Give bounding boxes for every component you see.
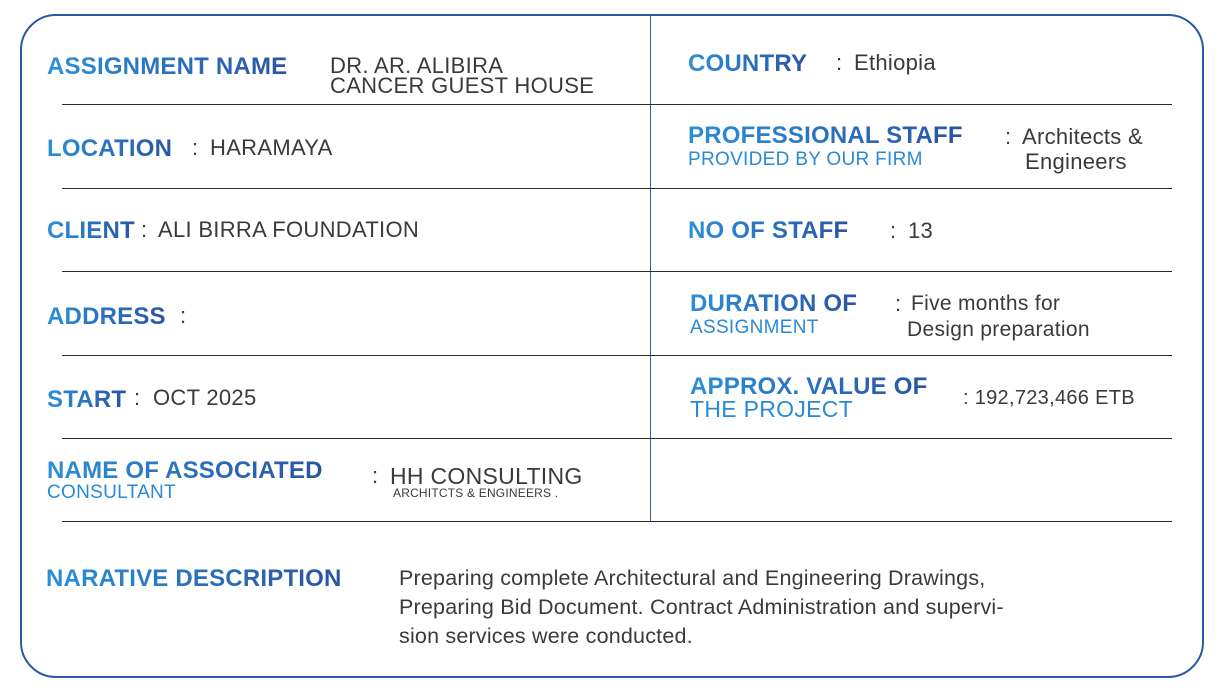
country-value: Ethiopia <box>854 50 936 75</box>
start-label: START <box>47 386 127 413</box>
assignment-name-value-line2: CANCER GUEST HOUSE <box>330 73 595 98</box>
associated-consultant-value-sub: ARCHITCTS & ENGINEERS . <box>393 486 559 500</box>
narrative-description-label: NARATIVE DESCRIPTION <box>46 565 342 592</box>
no-of-staff-separator: : <box>890 218 897 243</box>
row-divider <box>62 271 1172 272</box>
professional-staff-value-line2: Engineers <box>1025 149 1127 174</box>
associated-consultant-sublabel: CONSULTANT <box>47 482 176 503</box>
row-divider <box>62 355 1172 356</box>
assignment-name-label: ASSIGNMENT NAME <box>47 53 288 80</box>
row-divider <box>62 188 1172 189</box>
narrative-line: Preparing complete Architectural and Eng… <box>399 566 986 590</box>
start-value: OCT 2025 <box>153 385 257 410</box>
approx-value-value: : 192,723,466 ETB <box>963 387 1135 409</box>
associated-consultant-label: NAME OF ASSOCIATED <box>47 457 323 484</box>
row-divider <box>62 521 1172 522</box>
no-of-staff-value: 13 <box>908 218 934 243</box>
client-separator: : <box>141 217 148 242</box>
location-separator: : <box>192 135 199 160</box>
row-divider <box>62 438 1172 439</box>
assignment-card <box>20 14 1204 678</box>
approx-value-sublabel: THE PROJECT <box>690 396 854 422</box>
approx-value-label: APPROX. VALUE OF <box>690 373 928 400</box>
no-of-staff-label: NO OF STAFF <box>688 217 849 244</box>
duration-value-line1: Five months for <box>911 292 1061 315</box>
assignment-name-value-line1: DR. AR. ALIBIRA <box>330 53 504 78</box>
professional-staff-value-line1: Architects & <box>1022 124 1143 149</box>
location-label: LOCATION <box>47 135 173 162</box>
start-separator: : <box>134 385 141 410</box>
associated-consultant-separator: : <box>372 463 379 488</box>
narrative-description-text: Preparing complete Architectural and Eng… <box>399 564 1159 651</box>
associated-consultant-value: HH CONSULTING <box>390 463 583 489</box>
duration-separator: : <box>895 291 902 316</box>
column-divider <box>650 14 651 522</box>
country-separator: : <box>836 50 843 75</box>
narrative-line: Preparing Bid Document. Contract Adminis… <box>399 595 1004 619</box>
location-value: HARAMAYA <box>210 135 333 160</box>
country-label: COUNTRY <box>688 50 808 77</box>
professional-staff-separator: : <box>1005 124 1012 149</box>
duration-value-line2: Design preparation <box>907 318 1090 341</box>
professional-staff-sublabel: PROVIDED BY OUR FIRM <box>688 149 923 170</box>
duration-sublabel: ASSIGNMENT <box>690 317 819 338</box>
professional-staff-label: PROFESSIONAL STAFF <box>688 122 963 149</box>
row-divider <box>62 104 1172 105</box>
narrative-line: sion services were conducted. <box>399 624 693 648</box>
client-label: CLIENT <box>47 217 135 244</box>
address-separator: : <box>180 303 187 328</box>
address-label: ADDRESS <box>47 303 166 330</box>
duration-label: DURATION OF <box>690 290 858 317</box>
client-value: ALI BIRRA FOUNDATION <box>158 217 420 242</box>
